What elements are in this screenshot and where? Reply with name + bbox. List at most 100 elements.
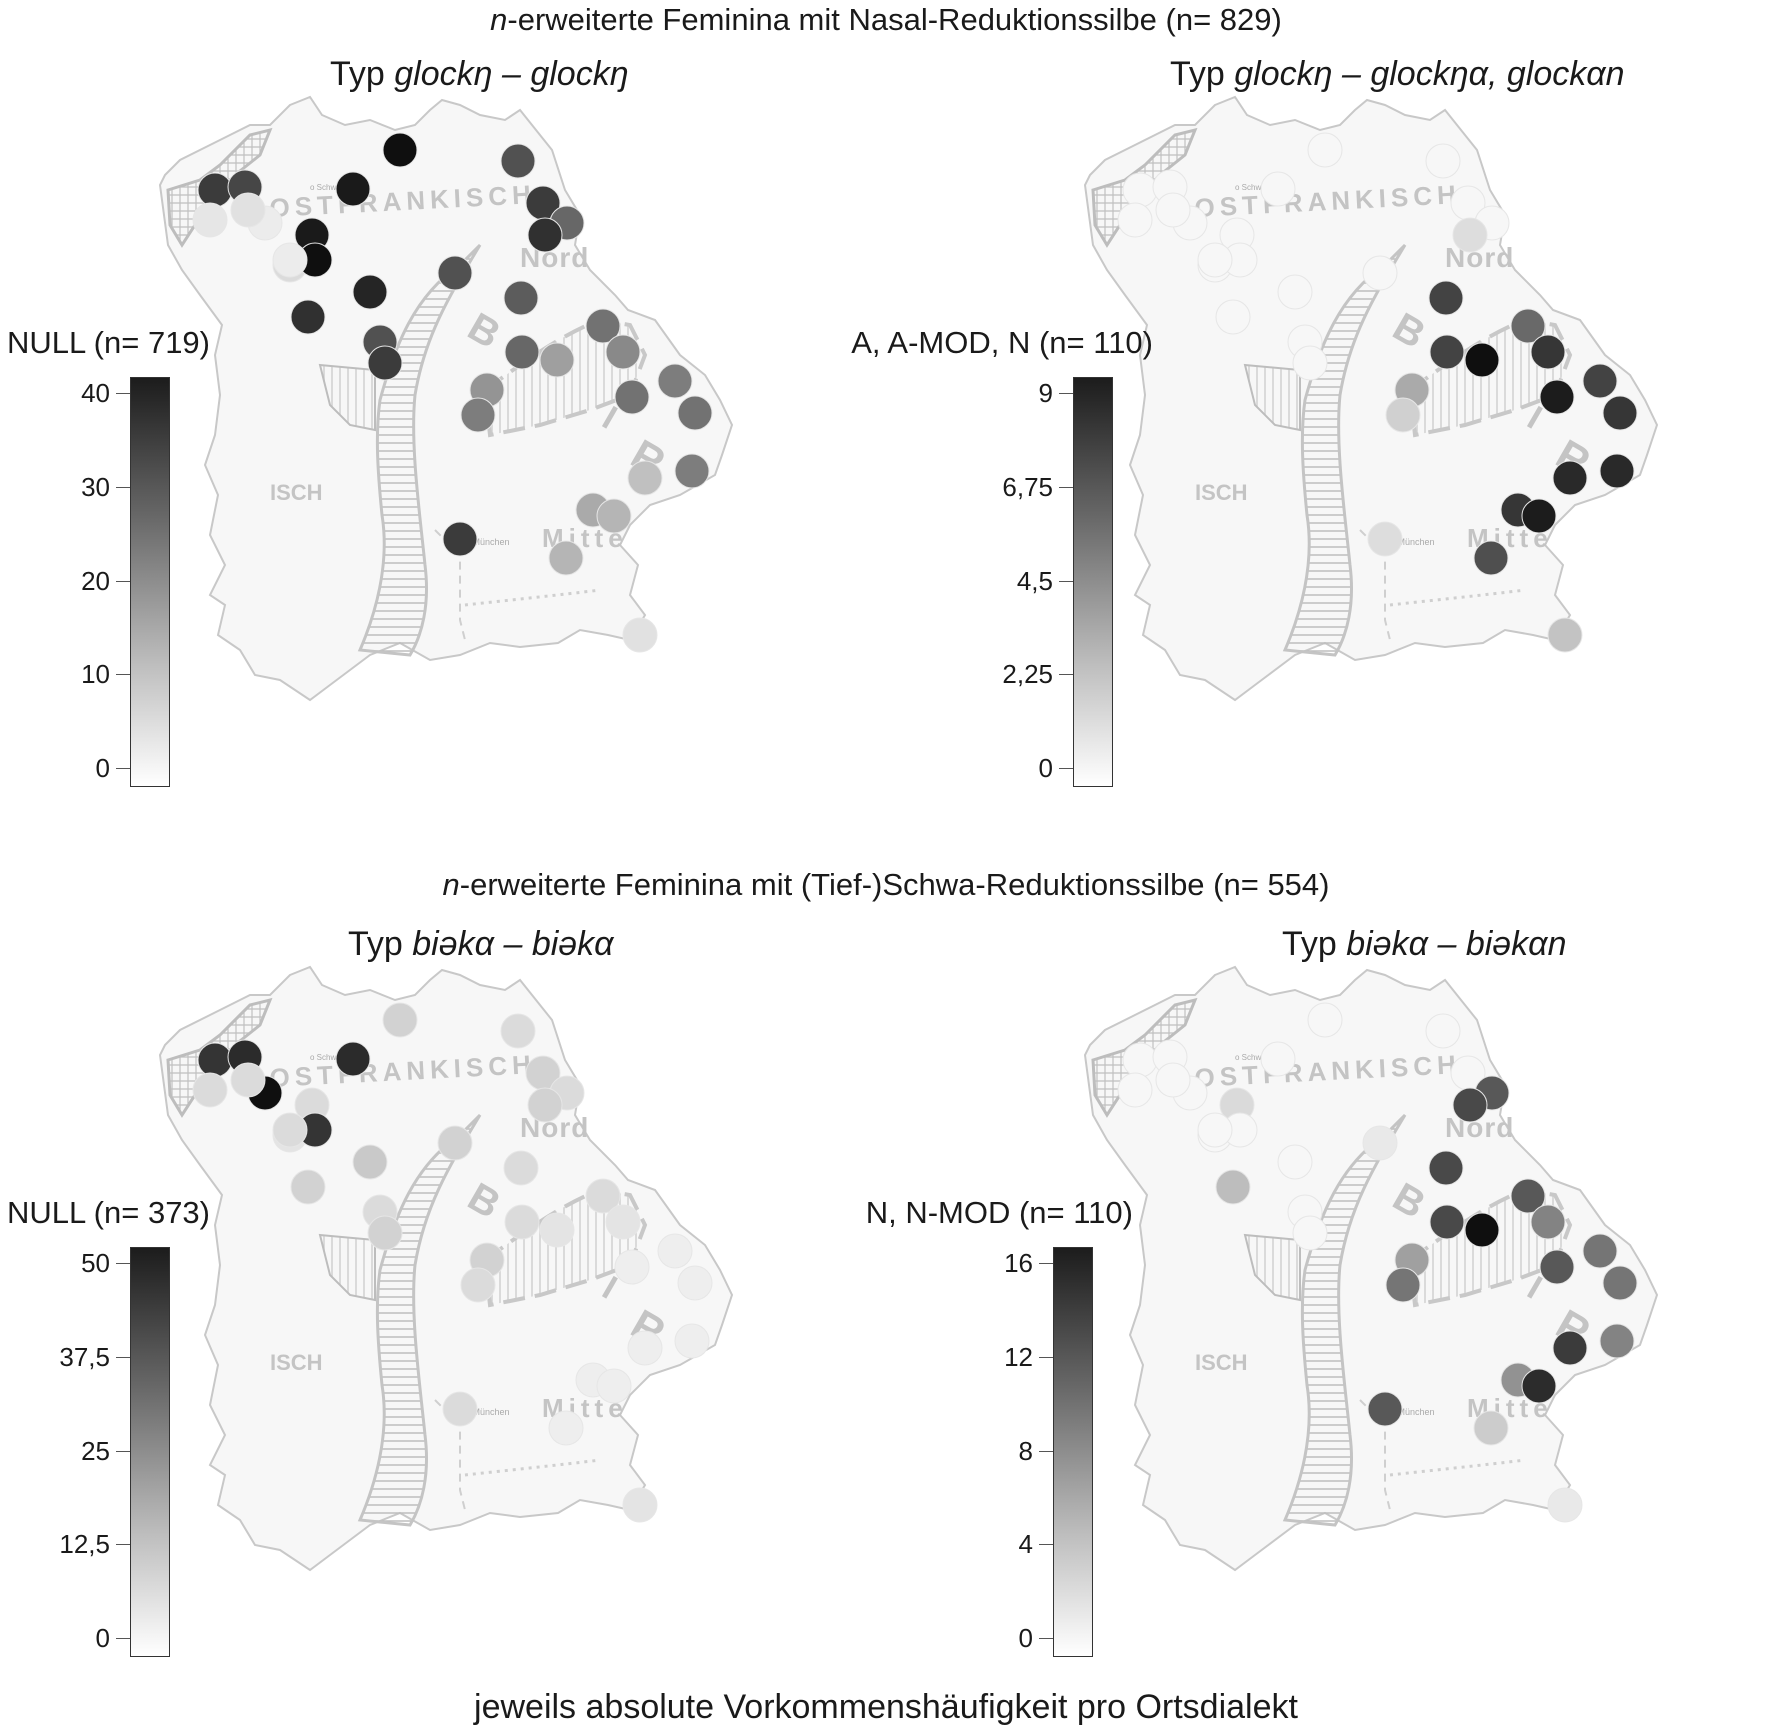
data-point-o24 (1429, 334, 1465, 370)
hatch-area-east (482, 317, 648, 438)
legend-tick (1059, 674, 1073, 676)
panel-4-title-typ: Typ (1282, 925, 1347, 963)
data-point-o29 (1582, 363, 1618, 399)
data-point-o2 (1122, 1042, 1158, 1078)
legend-tick-label: 0 (1038, 753, 1053, 783)
data-point-o31 (674, 1323, 710, 1359)
middle-heading-italic: n (442, 867, 460, 902)
data-point-o29 (1582, 1233, 1618, 1269)
legend-tick-label: 9 (1038, 378, 1053, 408)
data-point-o24 (504, 1204, 540, 1240)
legend-tick-label: 12 (1004, 1341, 1033, 1372)
footer-note: jeweils absolute Vorkommenshäufigkeit pr… (474, 1688, 1298, 1726)
data-point-o27 (1464, 1212, 1500, 1248)
data-point-o20 (1452, 1087, 1488, 1123)
data-point-o21 (503, 1150, 539, 1186)
legend-tick-label: 0 (1018, 1623, 1033, 1653)
legend-tick-label: 20 (81, 565, 110, 596)
data-point-o20 (1452, 217, 1488, 253)
legend-tick-label: 8 (1018, 1435, 1033, 1466)
legend-tick-label: 30 (81, 471, 110, 502)
data-point-o11 (352, 274, 388, 310)
panel-2-title-typ: Typ (1170, 55, 1235, 93)
legend-1-bar (130, 377, 170, 787)
data-point-o16 (437, 255, 473, 291)
legend-2-title: A, A-MOD, N (n= 110) (851, 325, 1153, 360)
hatch-area-east (482, 1187, 648, 1308)
legend-1: NULL (n= 719) 40 30 20 10 0 (0, 325, 210, 787)
panel-2-title-form: glockŋ – glockŋα, glockαn (1234, 55, 1625, 93)
data-point-o21 (1428, 1150, 1464, 1186)
legend-tick (1039, 1356, 1053, 1358)
map-panel-4: OSTFRANKISCH Nord B I R Mitte ISCH o München o S… (1083, 965, 1715, 1655)
panel-3-title-typ: Typ (348, 925, 413, 963)
legend-tick-label: 12,5 (59, 1529, 110, 1560)
data-point-o16 (437, 1125, 473, 1161)
data-point-o34 (1521, 498, 1557, 534)
middle-heading: n-erweiterte Feminina mit (Tief-)Schwa-R… (0, 867, 1772, 903)
data-point-o16 (1362, 1125, 1398, 1161)
legend-tick-label: 10 (81, 659, 110, 690)
data-point-o26 (1385, 397, 1421, 433)
map-panel-3: OSTFRANKISCH Nord B I R Mitte ISCH o München o S… (158, 965, 790, 1655)
map-panel-1: OSTFRANKISCH Nord B I R Mitte ISCH o München o S… (158, 95, 790, 785)
data-point-o8 (230, 192, 266, 228)
data-point-o7 (1260, 1041, 1296, 1077)
data-point-o22 (1510, 1178, 1546, 1214)
legend-2: A, A-MOD, N (n= 110) 9 6,75 4,5 2,25 0 (851, 325, 1153, 787)
legend-tick (1039, 1263, 1053, 1264)
data-point-o36 (1473, 540, 1509, 576)
legend-tick (1039, 1450, 1053, 1452)
data-point-o28 (614, 1249, 650, 1285)
data-point-o32 (1552, 460, 1588, 496)
top-heading: n-erweiterte Feminina mit Nasal-Reduktio… (0, 2, 1772, 38)
city-label-schw: o Schw (310, 183, 336, 192)
hatch-area-west (1243, 363, 1301, 432)
data-points (1117, 1002, 1638, 1523)
legend-tick-label: 6,75 (1002, 471, 1053, 502)
data-point-o35 (442, 521, 478, 557)
data-point-o30 (1602, 395, 1638, 431)
legend-tick (116, 674, 130, 676)
data-point-o13 (290, 1169, 326, 1205)
data-point-o27 (539, 342, 575, 378)
data-point-o22 (585, 1178, 621, 1214)
data-point-o34 (1521, 1368, 1557, 1404)
legend-tick (116, 768, 130, 769)
data-point-o30 (1602, 1265, 1638, 1301)
data-point-o37 (622, 1487, 658, 1523)
panel-4-title: Typ biəkα – biəkαn (1282, 924, 1567, 964)
data-point-o8 (1155, 1062, 1191, 1098)
data-point-o37 (622, 617, 658, 653)
data-point-o13 (1215, 299, 1251, 335)
data-point-o16 (1362, 255, 1398, 291)
data-point-o1 (382, 1002, 418, 1038)
data-point-o11 (1277, 274, 1313, 310)
panel-1-title: Typ glockŋ – glockŋ (330, 54, 629, 94)
panel-2-title: Typ glockŋ – glockŋα, glockαn (1170, 54, 1625, 94)
dotted-line (1389, 588, 1526, 607)
legend-tick-label: 4,5 (1016, 565, 1053, 596)
panel-1-title-typ: Typ (330, 55, 395, 93)
data-point-o17 (1425, 143, 1461, 179)
city-label-muenchen: o München (1390, 537, 1435, 547)
data-point-o15 (367, 1215, 403, 1251)
data-point-o13 (290, 299, 326, 335)
legend-3-title: NULL (n= 373) (6, 1195, 210, 1230)
legend-tick (1059, 768, 1073, 769)
data-point-o35 (442, 1391, 478, 1427)
data-point-o26 (1385, 1267, 1421, 1303)
legend-tick (116, 1263, 130, 1264)
legend-tick (116, 393, 130, 394)
legend-tick (1039, 1544, 1053, 1546)
legend-tick-label: 16 (1004, 1248, 1033, 1278)
data-point-o34 (596, 498, 632, 534)
data-point-o2 (197, 1042, 233, 1078)
data-point-o5 (1117, 202, 1153, 238)
legend-tick-label: 0 (95, 1623, 110, 1653)
region-label-isch: ISCH (1195, 480, 1248, 505)
data-point-o17 (500, 1013, 536, 1049)
data-point-o7 (335, 1041, 371, 1077)
panel-3-title-form: biəkα – biəkα (412, 925, 614, 963)
legend-tick-label: 40 (81, 378, 110, 408)
